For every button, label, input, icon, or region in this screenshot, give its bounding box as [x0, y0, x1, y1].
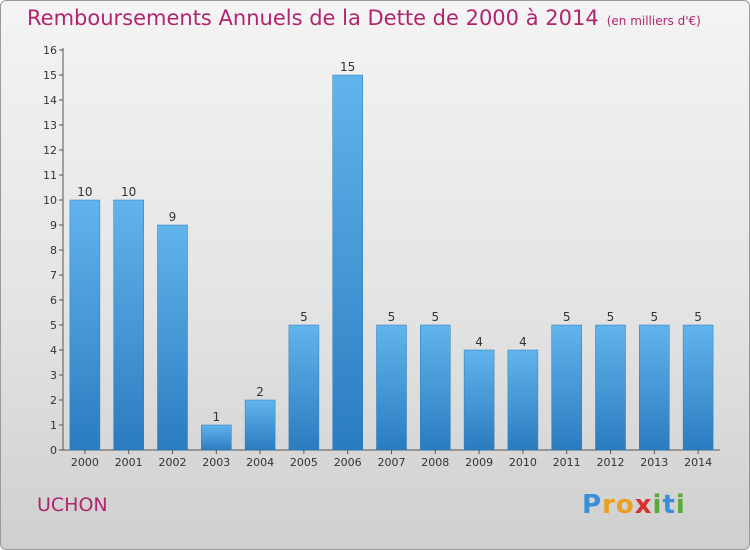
bar	[595, 324, 626, 451]
data-label: 5	[300, 310, 308, 324]
bar	[376, 324, 407, 451]
x-tick-label: 2005	[290, 456, 318, 469]
x-tick-label: 2007	[378, 456, 406, 469]
y-tick-label: 10	[43, 194, 57, 207]
x-tick-label: 2006	[334, 456, 362, 469]
bar	[157, 224, 188, 451]
data-label: 4	[475, 335, 483, 349]
y-tick-label: 5	[50, 319, 57, 332]
y-tick-label: 11	[43, 169, 57, 182]
chart-title-text: Remboursements Annuels de la Dette de 20…	[27, 6, 599, 30]
y-tick-label: 6	[50, 294, 57, 307]
y-tick-label: 13	[43, 119, 57, 132]
data-label: 5	[388, 310, 396, 324]
y-tick-label: 16	[43, 44, 57, 57]
y-tick-label: 14	[43, 94, 57, 107]
logo-letter: x	[634, 490, 653, 520]
data-label: 9	[169, 210, 177, 224]
data-label: 5	[431, 310, 439, 324]
x-tick-label: 2011	[553, 456, 581, 469]
bar	[639, 324, 670, 451]
y-tick-label: 8	[50, 244, 57, 257]
x-tick-label: 2004	[246, 456, 274, 469]
bar	[69, 199, 101, 451]
chart-subtitle: (en milliers d'€)	[606, 14, 701, 28]
y-tick-label: 15	[43, 69, 57, 82]
logo-letter: t	[662, 490, 676, 520]
data-label: 5	[694, 310, 702, 324]
data-label: 1	[212, 410, 220, 424]
bar	[332, 74, 363, 451]
data-label: 5	[563, 310, 571, 324]
chart-title: Remboursements Annuels de la Dette de 20…	[27, 6, 701, 30]
logo-letter: o	[615, 490, 635, 520]
x-tick-label: 2000	[71, 456, 99, 469]
bar-series	[69, 74, 714, 451]
y-tick-label: 4	[50, 344, 57, 357]
y-tick-label: 9	[50, 219, 57, 232]
bar	[420, 324, 451, 451]
data-label: 2	[256, 385, 264, 399]
x-tick-label: 2008	[421, 456, 449, 469]
bar	[463, 349, 495, 451]
x-tick-label: 2010	[509, 456, 537, 469]
data-label: 10	[121, 185, 136, 199]
bar	[507, 349, 539, 451]
bar	[551, 324, 582, 451]
data-label: 4	[519, 335, 527, 349]
data-label: 15	[340, 60, 355, 74]
logo-letter: i	[675, 490, 686, 520]
y-tick-label: 2	[50, 394, 57, 407]
proxiti-logo[interactable]: Proxiti	[582, 490, 686, 520]
bar	[201, 424, 232, 451]
x-tick-label: 2001	[115, 456, 143, 469]
bar	[288, 324, 320, 451]
x-tick-label: 2013	[640, 456, 668, 469]
y-tick-label: 0	[50, 444, 57, 457]
logo-letter: r	[602, 490, 616, 520]
logo-letter: P	[582, 490, 603, 520]
data-label: 10	[77, 185, 92, 199]
y-tick-label: 3	[50, 369, 57, 382]
data-label: 5	[650, 310, 658, 324]
data-label: 5	[607, 310, 615, 324]
town-name: UCHON	[37, 494, 108, 516]
x-tick-label: 2003	[202, 456, 230, 469]
bar	[244, 399, 276, 451]
x-tick-label: 2014	[684, 456, 712, 469]
y-tick-label: 12	[43, 144, 57, 157]
x-tick-label: 2009	[465, 456, 493, 469]
x-tick-label: 2002	[159, 456, 187, 469]
x-tick-label: 2012	[597, 456, 625, 469]
bar	[682, 324, 714, 451]
y-tick-label: 7	[50, 269, 57, 282]
logo-letter: i	[652, 490, 663, 520]
x-axis: 2000 2001 2002 2003 2004 2005 2006 2007 2008 2009…	[63, 449, 720, 469]
bar	[113, 199, 144, 451]
y-tick-label: 1	[50, 419, 57, 432]
